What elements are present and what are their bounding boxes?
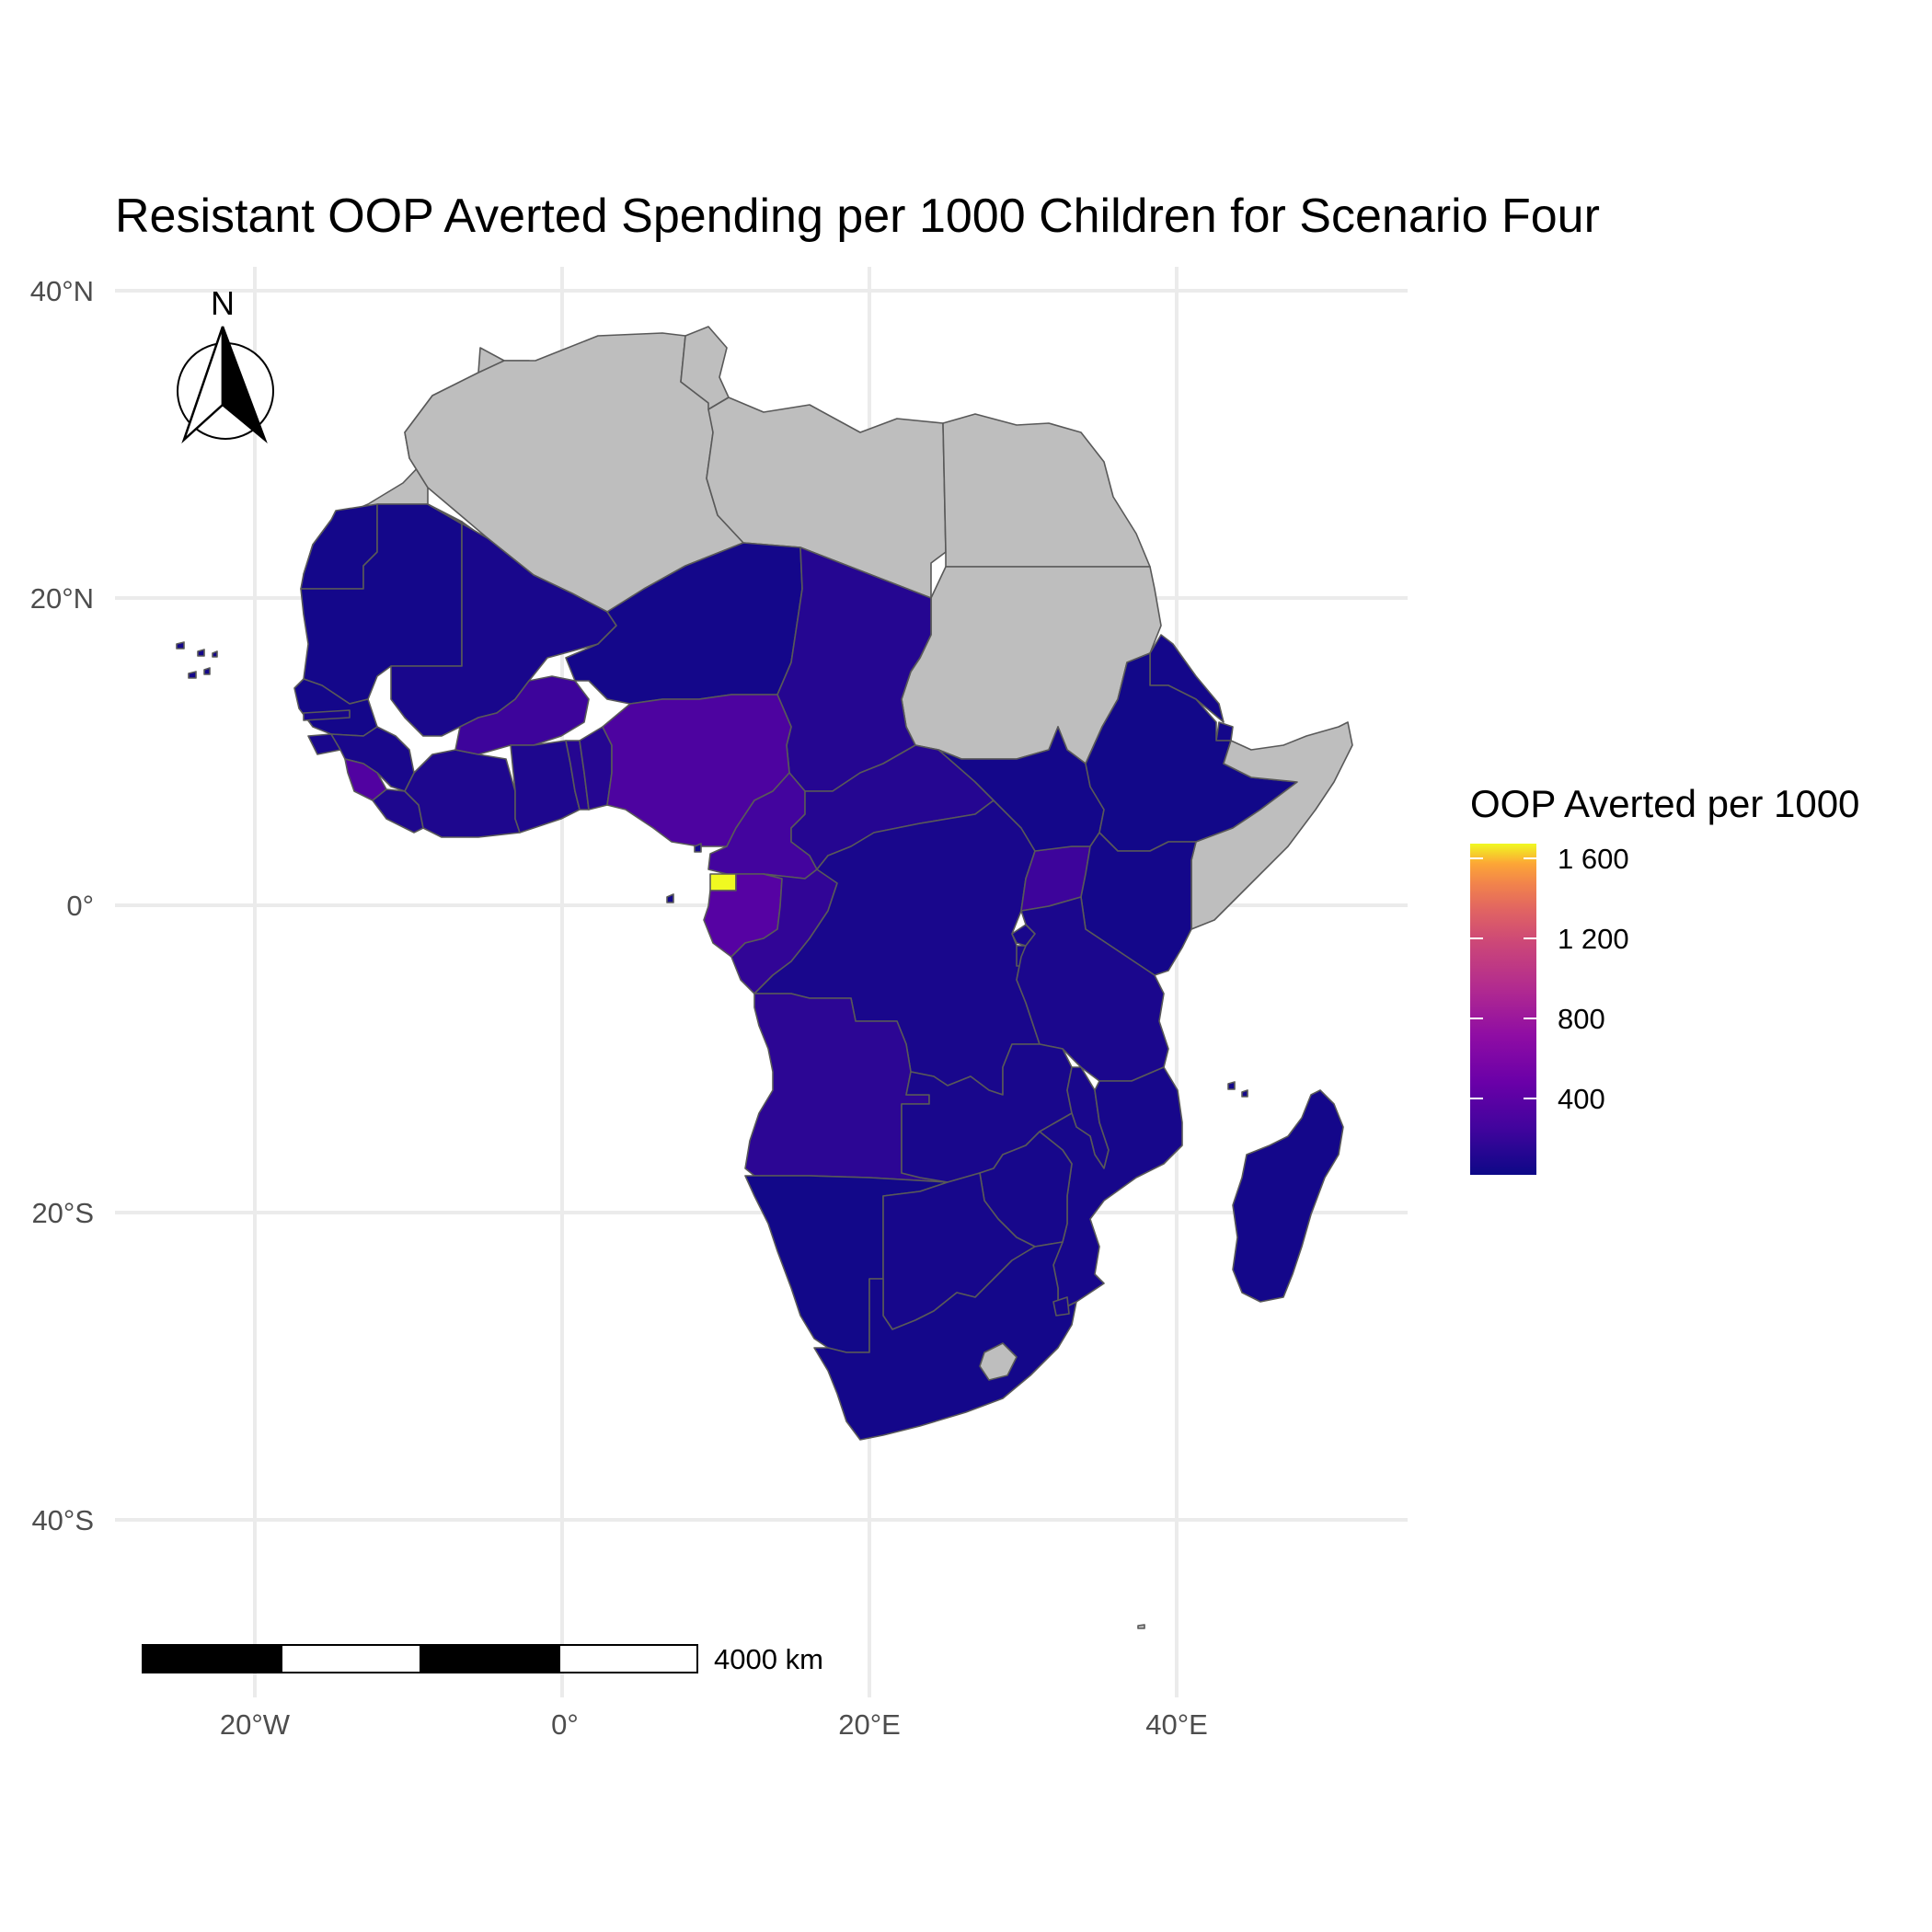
country-sao-tome [666, 843, 702, 903]
country-madagascar [1232, 1089, 1344, 1303]
north-arrow-right-half [221, 326, 268, 443]
country-comoros [1227, 1081, 1248, 1098]
country-somalia [1190, 721, 1353, 930]
country-libya [706, 397, 947, 599]
y-axis: 40°N 20°N 0° 20°S 40°S [30, 275, 94, 1536]
country-cote-divoire [404, 749, 521, 838]
legend-title: OOP Averted per 1000 [1470, 782, 1859, 825]
country-lesotho [979, 1342, 1018, 1381]
y-tick-label: 0° [66, 890, 94, 922]
y-tick-label: 40°N [30, 275, 94, 307]
country-equatorial-guinea [709, 873, 737, 891]
country-eswatini [1052, 1296, 1070, 1317]
country-egypt [942, 413, 1151, 568]
legend-colorbar [1470, 844, 1536, 1175]
scale-bar-segment-2 [281, 1644, 421, 1673]
country-ghana [510, 740, 581, 834]
scale-bar-segment-4 [558, 1644, 698, 1673]
x-tick-label: 0° [551, 1708, 579, 1741]
country-layer [176, 326, 1353, 1629]
x-tick-label: 20°W [220, 1708, 291, 1741]
country-cabo-verde [176, 641, 218, 679]
scale-bar: 4000 km [142, 1643, 823, 1675]
y-tick-label: 20°N [30, 582, 94, 615]
map-title: Resistant OOP Averted Spending per 1000 … [115, 190, 1600, 243]
y-tick-label: 20°S [31, 1197, 94, 1229]
x-tick-label: 20°E [838, 1708, 901, 1741]
country-burkina-faso [454, 675, 590, 755]
legend-label: 400 [1558, 1083, 1605, 1115]
north-arrow: N [177, 284, 274, 444]
scale-bar-segment-3 [420, 1644, 560, 1673]
legend-label: 1 600 [1558, 843, 1629, 875]
x-tick-label: 40°E [1145, 1708, 1208, 1741]
country-prince-edward-islands [1137, 1624, 1145, 1629]
legend: OOP Averted per 1000 1 600 1 200 800 400 [1470, 782, 1859, 1175]
legend-ticks [1470, 857, 1536, 1099]
x-axis: 20°W 0° 20°E 40°E [220, 1708, 1208, 1741]
scale-bar-label: 4000 km [714, 1643, 823, 1675]
scale-bar-segment-1 [142, 1644, 282, 1673]
country-gambia [303, 709, 351, 721]
country-djibouti [1215, 721, 1234, 742]
legend-label: 1 200 [1558, 923, 1629, 955]
north-arrow-label: N [211, 284, 235, 322]
legend-label: 800 [1558, 1003, 1605, 1035]
y-tick-label: 40°S [31, 1504, 94, 1536]
